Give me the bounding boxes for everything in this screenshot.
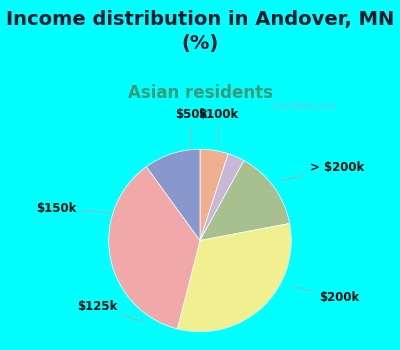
Text: City-Data.com: City-Data.com	[272, 102, 336, 111]
Text: $50k: $50k	[175, 108, 207, 146]
Wedge shape	[200, 161, 290, 240]
Wedge shape	[177, 223, 291, 332]
Text: $125k: $125k	[77, 300, 143, 322]
Wedge shape	[200, 149, 228, 240]
Text: > $200k: > $200k	[280, 161, 364, 181]
Text: $200k: $200k	[294, 287, 359, 303]
Text: $150k: $150k	[36, 202, 110, 215]
Wedge shape	[200, 154, 244, 240]
Text: $100k: $100k	[198, 108, 238, 145]
Text: Income distribution in Andover, MN
(%): Income distribution in Andover, MN (%)	[6, 10, 394, 53]
Wedge shape	[109, 167, 200, 329]
Wedge shape	[146, 149, 200, 240]
Text: Asian residents: Asian residents	[128, 84, 272, 102]
